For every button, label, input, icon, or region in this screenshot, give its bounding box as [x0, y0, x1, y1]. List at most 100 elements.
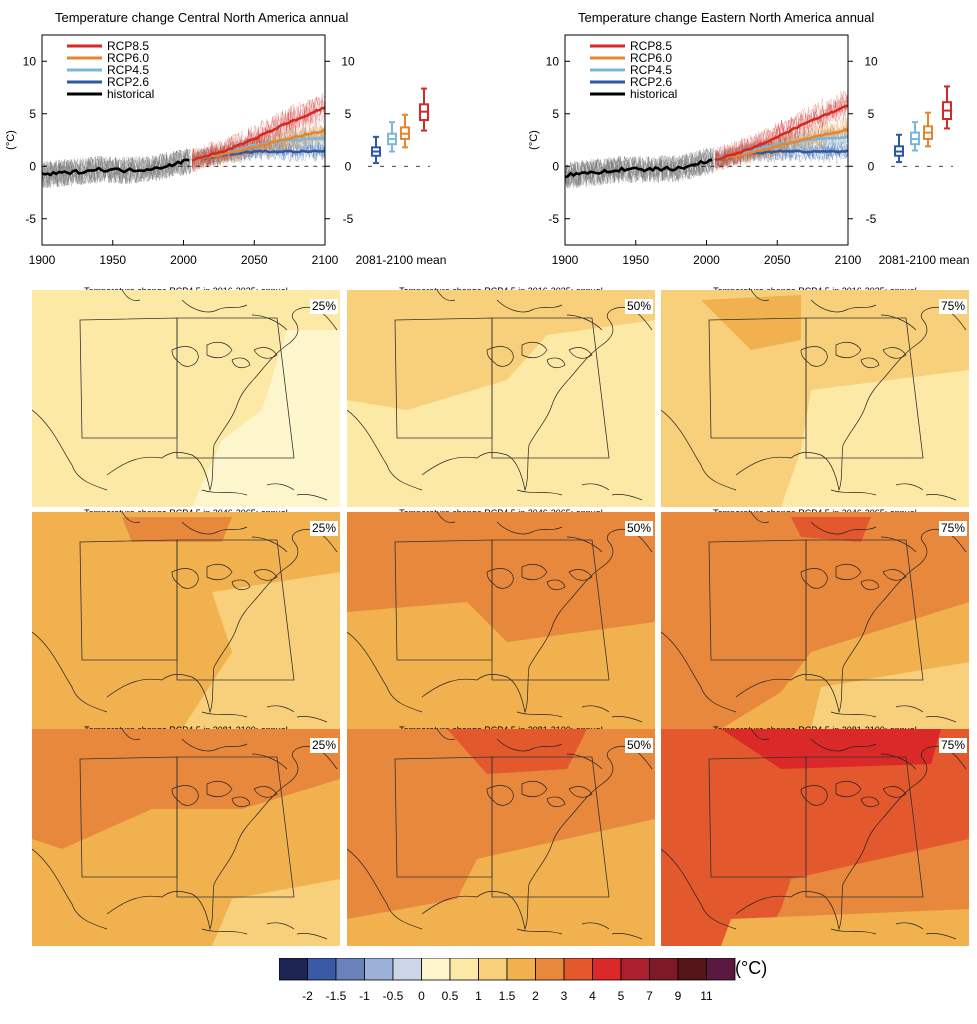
- x-tick-label: 2100: [312, 253, 339, 267]
- colorbar-tick-label: 1.5: [499, 989, 516, 1003]
- map-panel: Temperature change RCP4.5 in 2046-2065: …: [661, 508, 969, 729]
- coastline: [347, 729, 653, 940]
- legend-label: RCP2.6: [107, 75, 149, 89]
- rcp85-ensemble-line: [714, 95, 848, 168]
- y-tick-label: 10: [864, 54, 878, 68]
- series-line-historical: [42, 158, 190, 177]
- timeseries-panel-eastern: Temperature change Eastern North America…: [523, 0, 977, 272]
- region-box-eastern: [805, 317, 924, 459]
- coastline: [661, 290, 967, 501]
- y-tick-label: 10: [23, 54, 37, 68]
- map-canvas: [32, 729, 340, 946]
- map-contour-patch: [122, 517, 232, 542]
- colorbar-tick-label: 9: [675, 989, 682, 1003]
- coastline: [661, 512, 967, 723]
- colorbar-swatch: [563, 958, 593, 981]
- rcp85-ensemble-line: [714, 92, 848, 167]
- y-tick-label: 0: [29, 159, 36, 173]
- rcp26-ensemble-line: [191, 142, 325, 167]
- map-contour-patch: [447, 729, 587, 774]
- rcp26-ensemble-line: [191, 141, 325, 167]
- map-contour-patch: [347, 819, 655, 946]
- y-axis-label: (°C): [528, 130, 540, 150]
- map-contour-patch: [721, 729, 941, 769]
- rcp60-ensemble-line: [191, 117, 325, 170]
- map-panel: Temperature change RCP4.5 in 2046-2065: …: [32, 508, 340, 729]
- map-canvas: [661, 729, 969, 946]
- legend-label: RCP6.0: [107, 51, 149, 65]
- map-canvas: [347, 729, 655, 946]
- x-tick-label: 2000: [693, 253, 720, 267]
- map-panel: Temperature change RCP4.5 in 2016-2035: …: [32, 286, 340, 507]
- y-tick-label: -5: [25, 212, 36, 226]
- colorbar-swatch: [506, 958, 536, 981]
- rcp45-ensemble-line: [191, 127, 325, 169]
- y-tick-label: -5: [866, 212, 877, 226]
- colorbar-tick-label: 0: [418, 989, 425, 1003]
- x-tick-label: 1950: [99, 253, 126, 267]
- series-line-rcp85: [191, 106, 325, 162]
- y-tick-label: 5: [552, 107, 559, 121]
- colorbar: -2 -1.5 -1 -0.5 0 0.5 1 1.5 2 3 4 5 7 9 11: [279, 958, 736, 1003]
- region-box-eastern: [491, 756, 610, 898]
- rcp26-ensemble-line: [714, 141, 848, 168]
- region-box-eastern: [805, 756, 924, 898]
- rcp60-ensemble-line: [714, 126, 848, 170]
- colorbar-tick-label: 1: [475, 989, 482, 1003]
- coastline: [347, 512, 653, 723]
- coastline: [32, 729, 338, 940]
- map-canvas: [661, 290, 969, 507]
- legend-label: RCP4.5: [630, 63, 672, 77]
- box-axis-label: 2081-2100 mean: [879, 253, 970, 267]
- map-contour-patch: [347, 602, 655, 729]
- map-contour-patch: [212, 879, 340, 946]
- map-panel: Temperature change RCP4.5 in 2016-2035: …: [347, 286, 655, 507]
- percentile-label: 50%: [624, 521, 653, 536]
- colorbar-tick-label: -2: [302, 989, 313, 1003]
- y-axis-label: (°C): [5, 130, 17, 150]
- x-tick-label: 2100: [835, 253, 862, 267]
- rcp85-ensemble-line: [191, 98, 325, 170]
- map-contour-patch: [192, 330, 340, 507]
- timeseries-chart: -5 -5 0 0 5 5 10 10 1900 1950 2000 2050 2100 (°C) RCP8…: [5, 34, 446, 267]
- percentile-label: 50%: [624, 299, 653, 314]
- x-tick-label: 2050: [241, 253, 268, 267]
- map-contour-patch: [347, 290, 655, 410]
- colorbar-swatch: [706, 958, 736, 981]
- map-contour-patch: [721, 909, 969, 946]
- colorbar-swatch: [478, 958, 508, 981]
- rcp45-ensemble-line: [191, 127, 325, 170]
- rcp45-ensemble-line: [191, 132, 325, 169]
- legend-label: RCP6.0: [630, 51, 672, 65]
- y-tick-label: 10: [341, 54, 355, 68]
- rcp45-ensemble-line: [714, 127, 848, 168]
- map-canvas: [661, 512, 969, 729]
- colorbar-swatch: [649, 958, 679, 981]
- colorbar-swatch: [592, 958, 622, 981]
- map-contour-patch: [811, 662, 969, 729]
- map-canvas: [347, 290, 655, 507]
- percentile-label: 75%: [938, 521, 967, 536]
- legend-label: RCP8.5: [630, 39, 672, 53]
- map-contour-patch: [791, 517, 871, 542]
- colorbar-swatch: [449, 958, 479, 981]
- colorbar-swatch: [677, 958, 707, 981]
- y-tick-label: 10: [546, 54, 560, 68]
- legend-label: RCP4.5: [107, 63, 149, 77]
- rcp85-ensemble-line: [191, 96, 325, 167]
- colorbar-tick-label: 0.5: [442, 989, 459, 1003]
- rcp60-ensemble-line: [191, 125, 325, 168]
- map-canvas: [347, 512, 655, 729]
- ensemble-lines: [42, 92, 325, 189]
- colorbar-swatch: [307, 958, 337, 981]
- legend-label: historical: [107, 87, 154, 101]
- percentile-label: 50%: [624, 738, 653, 753]
- x-tick-label: 1950: [622, 253, 649, 267]
- percentile-label: 25%: [309, 521, 338, 536]
- x-tick-label: 2000: [170, 253, 197, 267]
- historical-ensemble-line: [42, 148, 191, 187]
- x-tick-label: 2050: [764, 253, 791, 267]
- map-canvas: [32, 512, 340, 729]
- percentile-label: 25%: [309, 738, 338, 753]
- region-box-eastern: [176, 539, 295, 681]
